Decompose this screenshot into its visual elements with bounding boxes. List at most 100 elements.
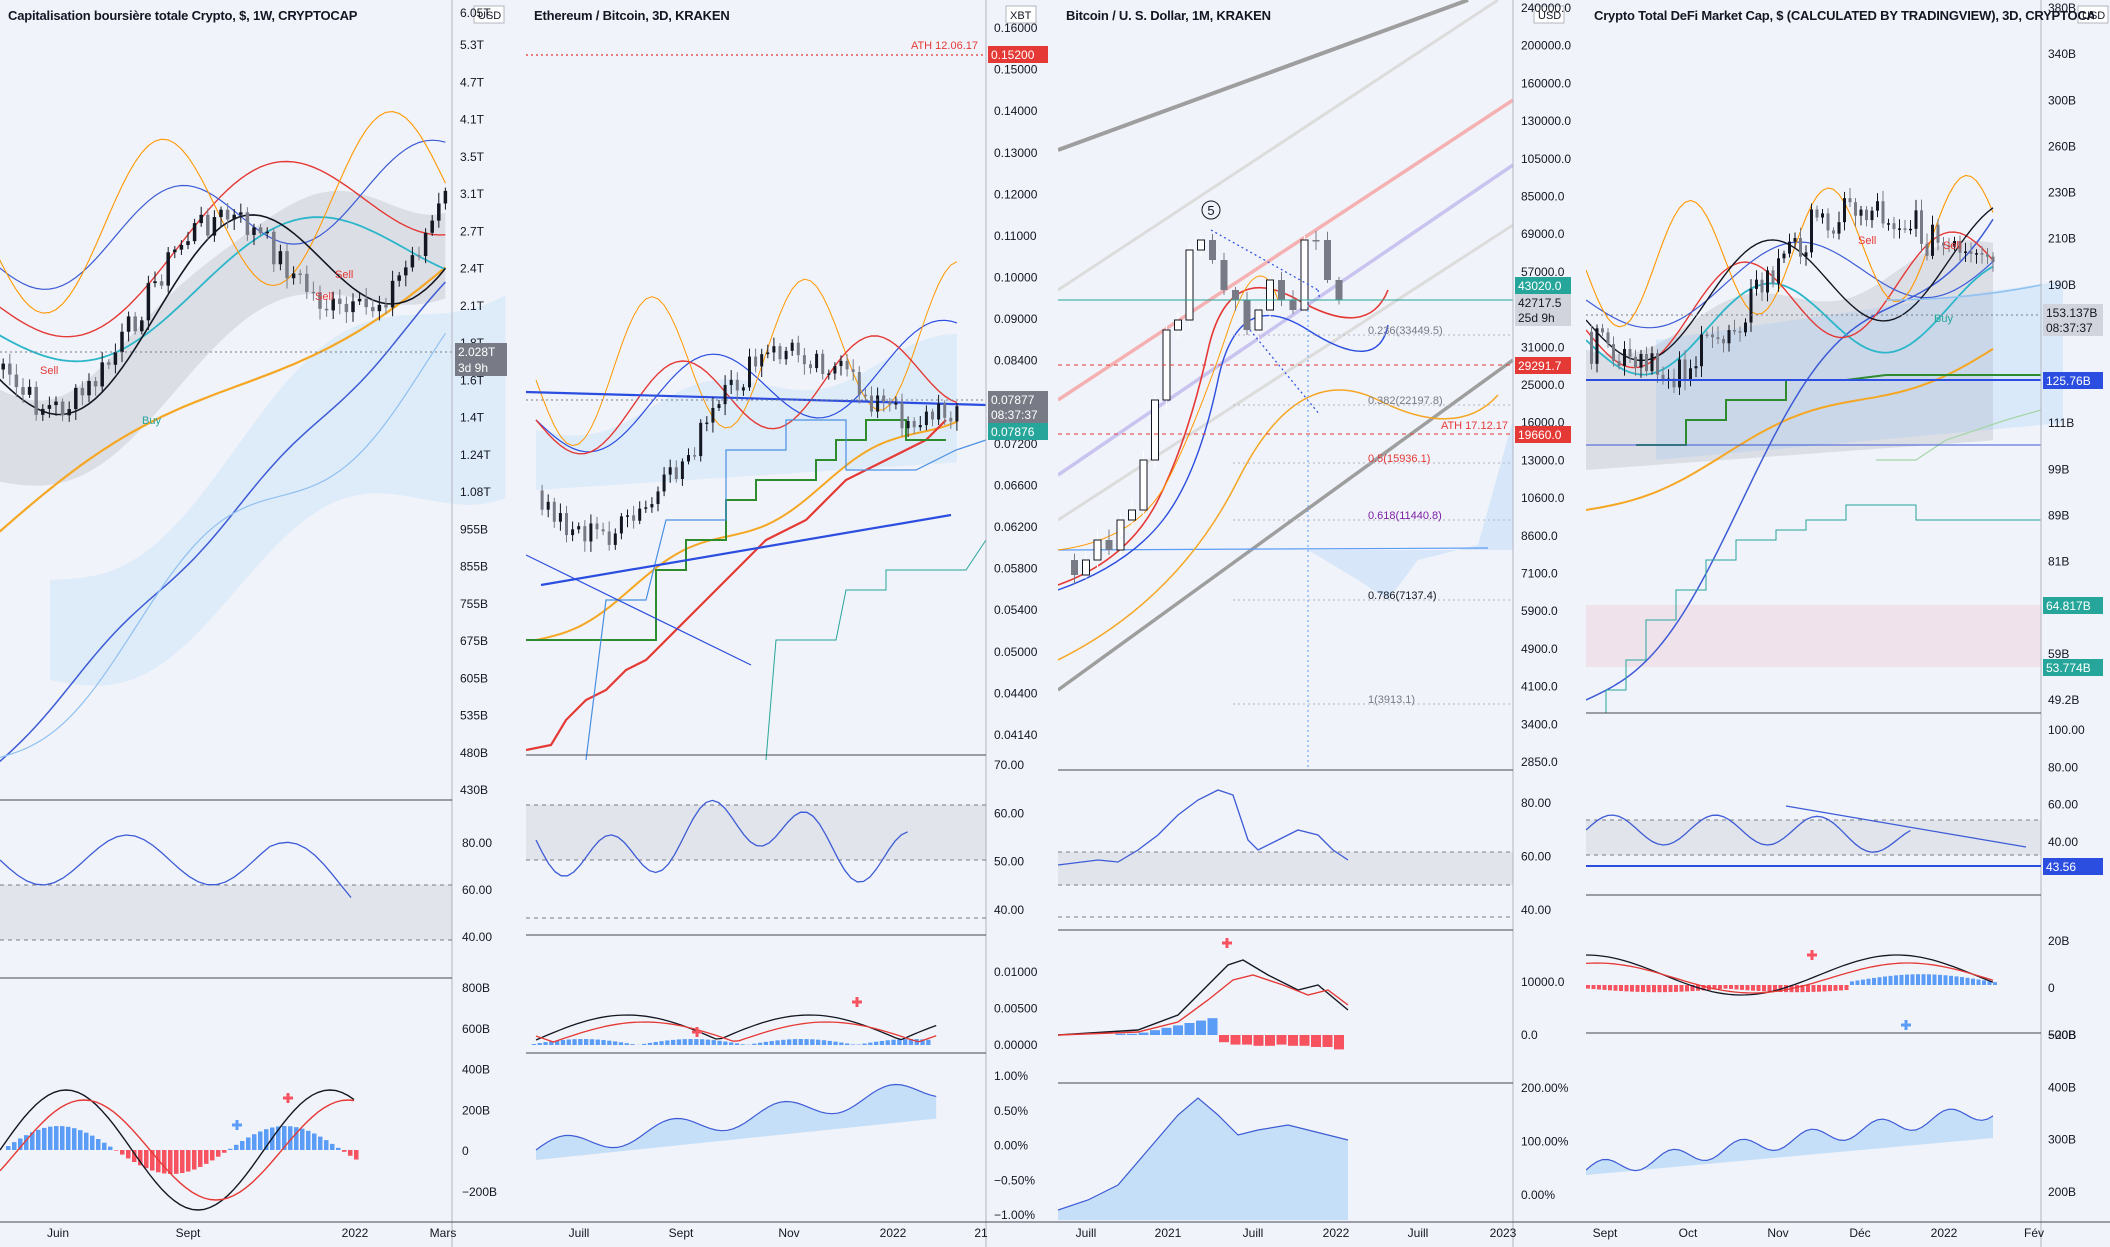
candle — [1335, 280, 1343, 300]
candle — [1832, 230, 1835, 234]
macd-histogram-bar — [1982, 980, 1986, 985]
osc-axis-label: 0.00% — [994, 1139, 1028, 1153]
candle-outline — [1151, 399, 1159, 461]
osc-axis-label: 0 — [462, 1144, 469, 1158]
macd-histogram-bar — [336, 1147, 341, 1150]
lead-line — [1885, 284, 2042, 301]
osc-axis-label: 1.00% — [994, 1069, 1028, 1083]
candle — [364, 298, 368, 308]
macd-histogram-bar — [1729, 985, 1733, 989]
macd-line — [535, 1014, 937, 1041]
osc-axis-label: 20B — [2048, 934, 2069, 948]
price-axis-label: 260B — [2048, 139, 2076, 153]
candle — [1755, 279, 1758, 289]
candle — [14, 374, 19, 388]
candle — [809, 364, 812, 369]
macd-histogram-bar — [1949, 975, 1953, 985]
macd-histogram-bar — [729, 1042, 734, 1045]
candle — [583, 526, 587, 542]
candle — [1645, 353, 1648, 372]
macd-histogram-bar — [1795, 985, 1799, 993]
candle — [1826, 213, 1830, 231]
candle — [291, 273, 296, 279]
price-axis-label: 7100.0 — [1521, 567, 1558, 581]
price-axis-label: 0.14000 — [994, 104, 1038, 118]
candle — [1255, 310, 1262, 330]
macd-histogram-bar — [1624, 985, 1629, 992]
macd-histogram-bar — [833, 1041, 838, 1045]
candle — [1964, 251, 1967, 253]
staircase-green — [1636, 374, 2041, 446]
osc-axis-label: 200.00% — [1521, 1081, 1569, 1095]
macd-histogram-bar — [252, 1134, 257, 1150]
macd-histogram-bar — [885, 1040, 890, 1045]
price-axis-label: 0.04140 — [994, 728, 1038, 742]
osc-axis-label: 100.00% — [1521, 1135, 1569, 1149]
macd-histogram-bar — [613, 1041, 618, 1045]
macd-histogram-bar — [555, 1040, 560, 1045]
signal-buy: Buy — [142, 415, 161, 427]
macd-histogram-bar — [607, 1040, 612, 1045]
chart-canvas[interactable]: Sell Sell Buy USD 380B 340B 300B 260B 230B 210B 19… — [1586, 0, 2110, 1247]
price-axis-label: 25000.0 — [1521, 378, 1565, 392]
macd-histogram-bar — [1877, 977, 1882, 985]
candle — [595, 523, 599, 530]
macd-histogram-bar — [1161, 1027, 1172, 1035]
macd-histogram-bar — [595, 1039, 600, 1045]
panel-defi-market-cap[interactable]: Sell Sell Buy USD 380B 340B 300B 260B 230B 210B 19… — [1586, 0, 2110, 1247]
macd-histogram-bar — [1894, 975, 1898, 985]
zone-red — [1586, 605, 2041, 667]
candle — [437, 203, 441, 221]
macd-histogram-bar — [348, 1150, 353, 1156]
candle — [159, 281, 164, 286]
candle — [1909, 228, 1912, 231]
macd-histogram-bar — [1910, 974, 1915, 985]
chart-title: Ethereum / Bitcoin, 3D, KRAKEN — [534, 8, 730, 23]
candle — [100, 362, 104, 387]
rsi-tag-bg — [2043, 858, 2103, 875]
candle — [1634, 356, 1637, 368]
ma-red — [1058, 286, 1389, 586]
level-tag-bg — [1515, 426, 1571, 443]
staircase-red — [526, 419, 947, 752]
candle — [1799, 238, 1802, 257]
candle — [906, 421, 910, 429]
candle — [778, 346, 782, 360]
price-axis-label: 1.4T — [460, 411, 485, 425]
panel-btc-usd[interactable]: 0.236(33449.5) 0.382(22197.8) 0.5(15936.1)… — [1058, 0, 1586, 1247]
macd-histogram-bar — [717, 1040, 722, 1045]
macd-histogram-bar — [1828, 985, 1832, 992]
candle — [298, 273, 302, 275]
chart-canvas[interactable]: SellSellSellBuyUSD6.05T5.3T4.7T4.1T3.5T3… — [0, 0, 526, 1247]
candle — [571, 529, 575, 536]
rsi-line — [535, 799, 908, 883]
panel-crypto-total-market-cap[interactable]: Sell Sell Sell Buy USD 6.05T 5.3T 4.7T 4.1T 3.5T 3… — [0, 0, 526, 1247]
price-axis-label: 130000.0 — [1521, 114, 1571, 128]
panel-eth-btc[interactable]: ATH 12.06.17 XBT 0.16000 0.15000 0.14000 0.13… — [526, 0, 1058, 1247]
candle — [723, 384, 727, 405]
price-axis-label: 0.05000 — [994, 645, 1038, 659]
candle — [338, 298, 342, 304]
candle — [1810, 209, 1813, 253]
candle — [166, 252, 170, 286]
macd-histogram-bar — [1965, 977, 1970, 985]
candle — [577, 526, 581, 530]
candle — [173, 249, 177, 253]
price-axis-label: 190B — [2048, 278, 2076, 292]
candle — [1804, 252, 1808, 257]
macd-histogram-bar — [168, 1150, 173, 1174]
signal-sell: Sell — [335, 269, 353, 281]
area-fill — [536, 1084, 937, 1160]
macd-histogram-bar — [30, 1132, 35, 1150]
price-axis-label: 1.24T — [460, 448, 491, 462]
macd-histogram-bar — [914, 1039, 919, 1045]
macd-histogram-bar — [763, 1041, 769, 1045]
level-tag-bg — [2043, 372, 2103, 389]
candle — [258, 227, 263, 234]
candle — [239, 212, 243, 215]
plus-marker — [852, 997, 862, 1007]
candle — [1766, 270, 1769, 293]
ma-orange — [535, 420, 958, 641]
chart-canvas[interactable]: 0.236(33449.5) 0.382(22197.8) 0.5(15936.1)… — [1058, 0, 1586, 1247]
